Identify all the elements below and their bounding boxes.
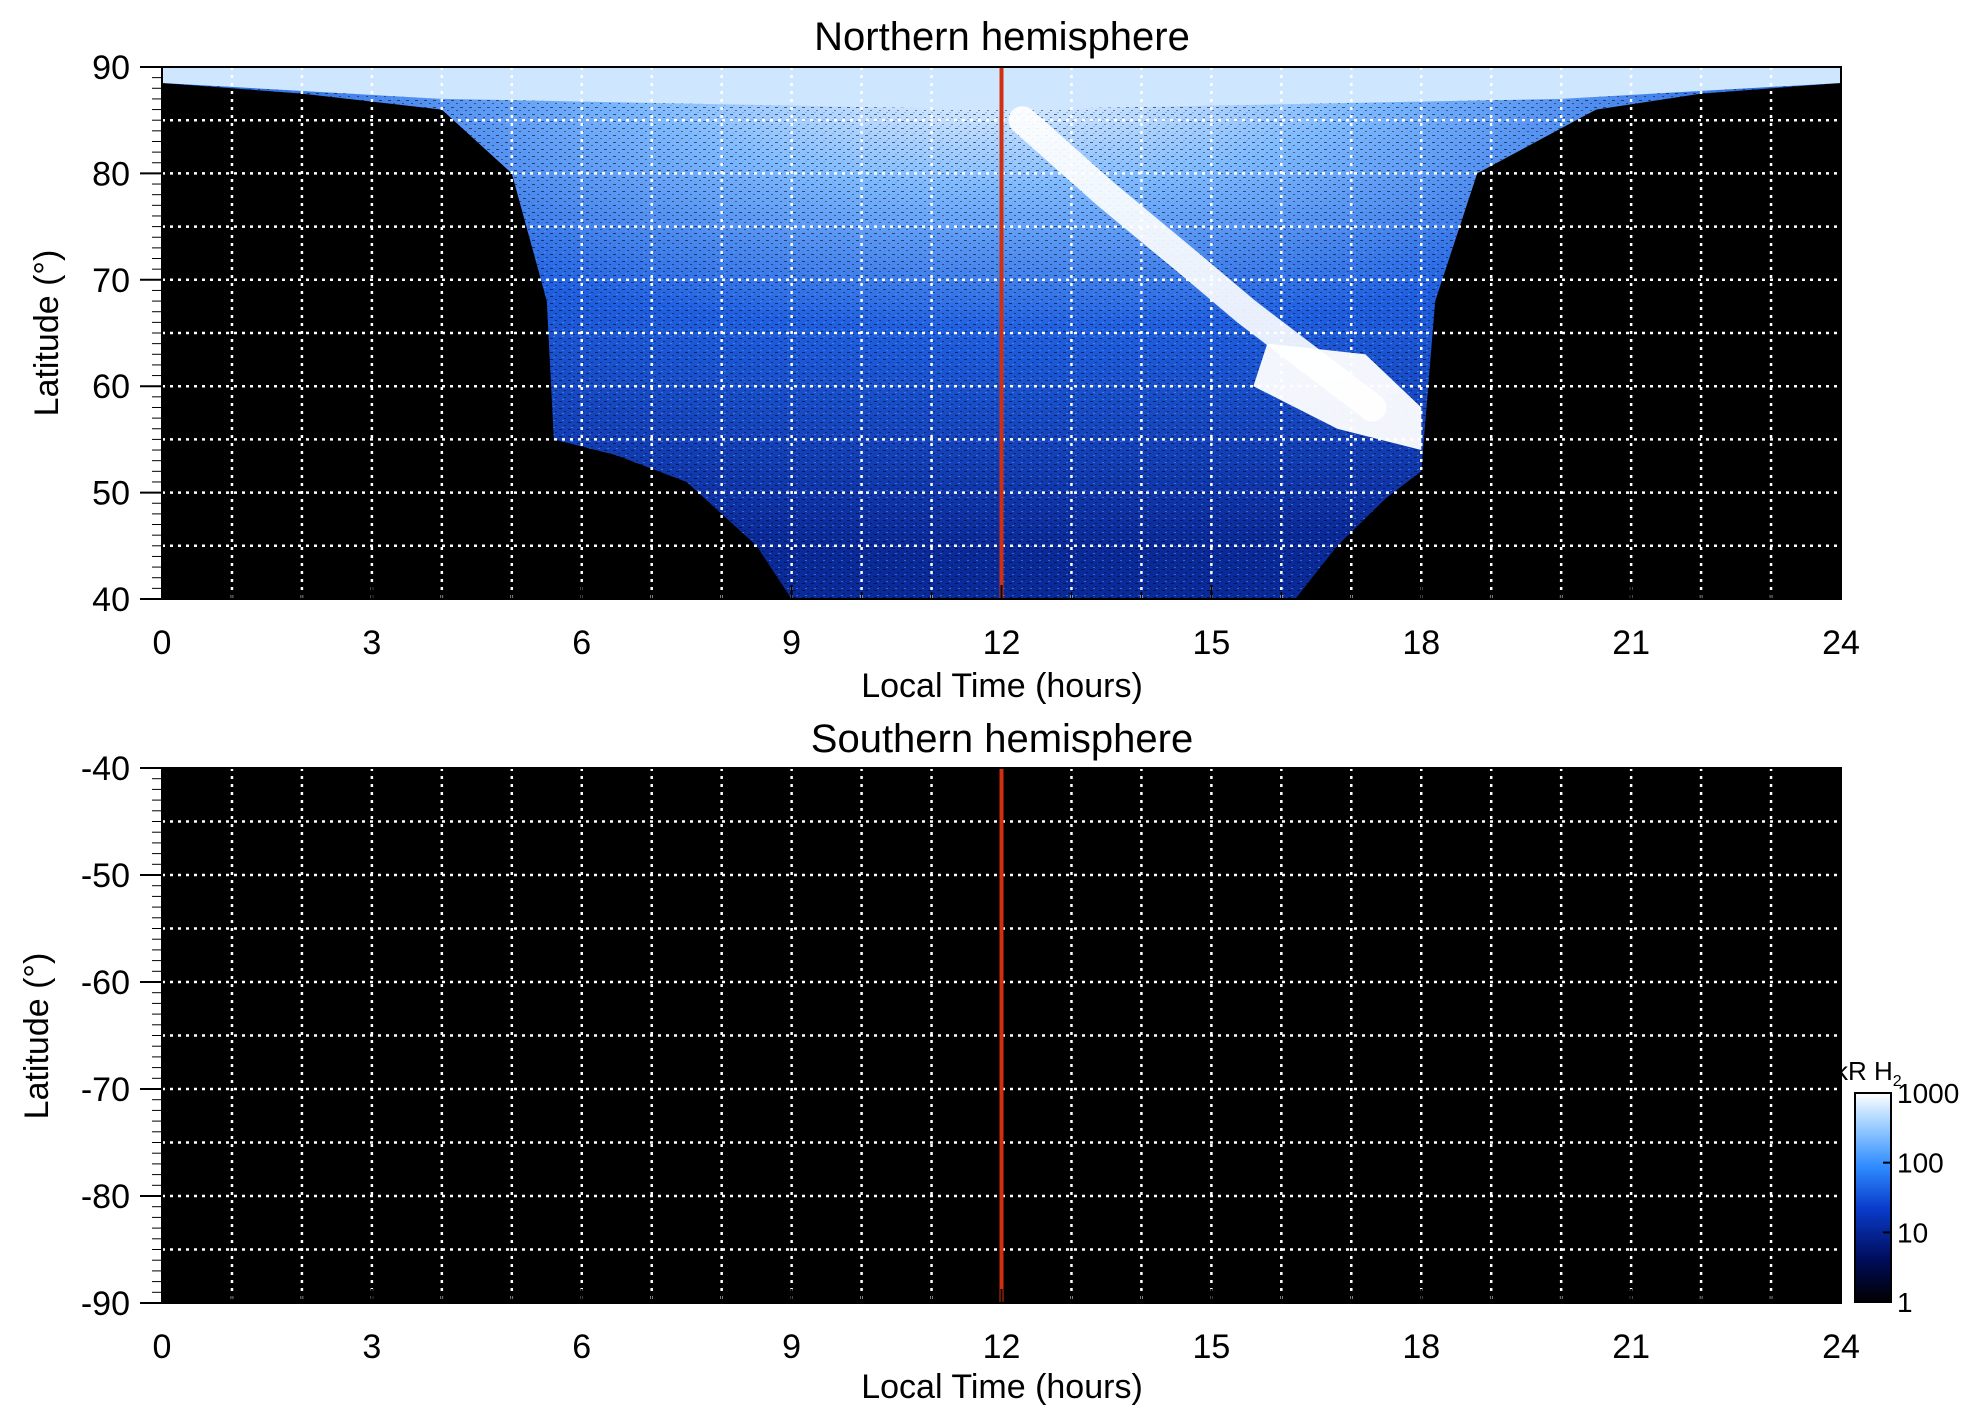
southern-ytick-label: -50 — [81, 857, 130, 895]
colorbar: kR H2 1000 100 10 1 — [1835, 1056, 1959, 1318]
northern-xtick-label: 21 — [1612, 624, 1650, 662]
southern-xtick-label: 24 — [1822, 1328, 1860, 1366]
northern-xtick-label: 15 — [1192, 624, 1230, 662]
southern-xtick-label: 6 — [572, 1328, 591, 1366]
northern-ytick-label: 90 — [92, 49, 130, 87]
southern-ytick-label: -80 — [81, 1178, 130, 1216]
northern-ytick-label: 40 — [92, 581, 130, 619]
southern-xtick-label: 21 — [1612, 1328, 1650, 1366]
southern-xtick-label: 12 — [983, 1328, 1021, 1366]
northern-ytick-label: 70 — [92, 262, 130, 300]
northern-ytick-label: 50 — [92, 475, 130, 513]
southern-grid — [162, 768, 1841, 1303]
southern-ytick-label: -40 — [81, 750, 130, 788]
colorbar-tick-label: 1 — [1897, 1287, 1913, 1318]
northern-xtick-label: 3 — [362, 624, 381, 662]
southern-axes: 0 3 6 9 12 15 18 21 24 -40 -50 -60 -70 -80 -90 — [81, 750, 1860, 1366]
northern-ylabel: Latitude (°) — [28, 250, 66, 417]
northern-auroral-arc-core — [1253, 343, 1422, 450]
northern-ytick-label: 60 — [92, 368, 130, 406]
southern-panel-title: Southern hemisphere — [811, 717, 1193, 761]
southern-ylabel: Latitude (°) — [18, 953, 56, 1120]
southern-xtick-label: 9 — [782, 1328, 801, 1366]
southern-ytick-label: -60 — [81, 964, 130, 1002]
colorbar-ticks: 1000 100 10 1 — [1883, 1078, 1959, 1318]
colorbar-tick-label: 1000 — [1897, 1078, 1959, 1109]
colorbar-tick-label: 100 — [1897, 1148, 1944, 1179]
southern-xtick-label: 3 — [362, 1328, 381, 1366]
northern-xtick-label: 18 — [1402, 624, 1440, 662]
northern-xlabel: Local Time (hours) — [861, 667, 1143, 705]
northern-panel-title: Northern hemisphere — [814, 15, 1190, 59]
southern-panel: Southern hemisphere 0 3 6 9 12 15 18 21 24 -40 -50… — [18, 717, 1860, 1406]
northern-xtick-label: 9 — [782, 624, 801, 662]
northern-ytick-label: 80 — [92, 155, 130, 193]
northern-xtick-label: 0 — [153, 624, 172, 662]
southern-xlabel: Local Time (hours) — [861, 1368, 1143, 1406]
colorbar-tick-label: 10 — [1897, 1217, 1928, 1248]
colorbar-gradient — [1854, 1092, 1892, 1303]
southern-ytick-label: -70 — [81, 1071, 130, 1109]
colorbar-label: kR H2 — [1835, 1056, 1902, 1090]
southern-ytick-label: -90 — [81, 1285, 130, 1323]
southern-xtick-label: 18 — [1402, 1328, 1440, 1366]
southern-xtick-label: 0 — [153, 1328, 172, 1366]
northern-xtick-label: 12 — [983, 624, 1021, 662]
northern-xtick-label: 24 — [1822, 624, 1860, 662]
northern-xtick-label: 6 — [572, 624, 591, 662]
southern-xtick-label: 15 — [1192, 1328, 1230, 1366]
northern-panel: Northern hemisphere 0 3 6 9 12 15 18 21 24 40 50 60… — [28, 15, 1860, 705]
northern-axes: 0 3 6 9 12 15 18 21 24 40 50 60 70 80 90 — [92, 49, 1860, 662]
